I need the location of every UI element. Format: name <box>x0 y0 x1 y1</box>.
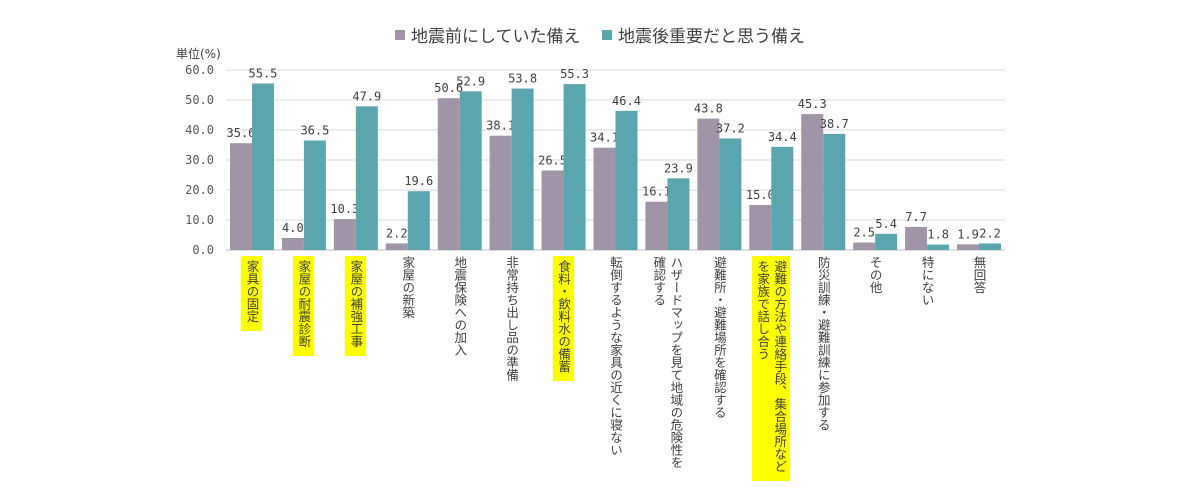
category-label: 家屋の耐震診断 <box>293 256 315 356</box>
data-label: 23.9 <box>664 161 693 175</box>
bar-after <box>927 244 950 250</box>
bar-before <box>385 243 408 250</box>
data-label: 55.3 <box>560 67 589 81</box>
bar-before <box>281 238 304 250</box>
data-label: 46.4 <box>612 94 641 108</box>
category-label: 家具の固定 <box>241 256 263 331</box>
category-label: 食料・飲料水の備蓄 <box>553 256 575 381</box>
category-label: 特にない <box>919 256 935 306</box>
data-label: 36.5 <box>300 124 329 138</box>
data-label: 52.9 <box>456 74 485 88</box>
data-label: 34.4 <box>768 130 797 144</box>
category-label: 無回答 <box>971 256 987 294</box>
bar-after <box>615 110 638 250</box>
data-label: 26.5 <box>538 154 567 168</box>
bar-before <box>801 114 824 250</box>
data-label: 50.6 <box>434 81 463 95</box>
y-tick-label: 60.0 <box>185 63 214 77</box>
bar-before <box>229 143 252 250</box>
data-label: 38.7 <box>820 117 849 131</box>
bar-after <box>563 84 586 250</box>
category-label: その他 <box>867 256 883 294</box>
data-label: 16.1 <box>642 185 671 199</box>
category-label: 防災訓練・避難訓練に参加する <box>815 256 831 431</box>
data-label: 1.8 <box>927 228 949 242</box>
legend-swatch-after <box>601 29 612 40</box>
legend-item-before: 地震前にしていた備え <box>395 22 581 47</box>
data-label: 10.3 <box>330 202 359 216</box>
bar-before <box>697 118 720 250</box>
bar-after <box>823 133 846 250</box>
bar-after <box>979 243 1002 250</box>
data-label: 38.1 <box>486 119 515 133</box>
category-label: 地震保険への加入 <box>452 256 468 356</box>
legend-item-after: 地震後重要だと思う備え <box>601 22 805 47</box>
category-label: 避難の方法や連絡手段、集合場所など を家族で話し合う <box>752 256 791 481</box>
data-label: 53.8 <box>508 72 537 86</box>
chart-legend: 地震前にしていた備え 地震後重要だと思う備え <box>0 22 1200 47</box>
bar-before <box>489 135 512 250</box>
bar-before <box>749 205 772 250</box>
bar-after <box>459 91 482 250</box>
data-label: 43.8 <box>694 102 723 116</box>
bar-before <box>333 219 356 250</box>
legend-label-before: 地震前にしていた備え <box>411 27 581 47</box>
category-label: 非常持ち出し品の準備 <box>504 256 520 381</box>
data-label: 19.6 <box>404 174 433 188</box>
data-label: 15.0 <box>746 188 775 202</box>
bar-before <box>541 170 564 250</box>
category-label: 避難所・避難場所を確認する <box>711 256 727 419</box>
legend-label-after: 地震後重要だと思う備え <box>617 27 805 47</box>
data-label: 7.7 <box>905 210 927 224</box>
category-label: 転倒するような家具の近くに寝ない <box>608 256 623 456</box>
bar-before <box>957 244 980 250</box>
data-label: 4.0 <box>282 221 304 235</box>
bar-before <box>645 201 668 250</box>
y-tick-label: 50.0 <box>185 93 214 107</box>
y-tick-label: 20.0 <box>185 183 214 197</box>
bar-after <box>771 146 794 250</box>
y-tick-label: 0.0 <box>192 243 214 257</box>
bar-before <box>853 242 876 250</box>
category-label: ハザードマップを見て地域の危険性を 確認する <box>651 256 684 469</box>
bar-after <box>719 138 742 250</box>
y-tick-label: 10.0 <box>185 213 214 227</box>
data-label: 2.5 <box>853 226 875 240</box>
y-tick-label: 40.0 <box>185 123 214 137</box>
y-tick-label: 30.0 <box>185 153 214 167</box>
data-label: 34.1 <box>590 131 619 145</box>
data-label: 55.5 <box>249 67 278 81</box>
bar-before <box>593 147 616 250</box>
bar-before <box>437 98 460 250</box>
legend-swatch-before <box>395 29 406 40</box>
data-label: 2.2 <box>979 226 1001 240</box>
y-axis-unit-label: 単位(%) <box>176 47 221 61</box>
bar-after <box>875 233 898 250</box>
data-label: 47.9 <box>352 89 381 103</box>
bar-after <box>251 83 274 250</box>
category-label: 家屋の新築 <box>400 256 416 319</box>
data-label: 5.4 <box>875 217 897 231</box>
bar-after <box>407 191 430 250</box>
category-label: 家屋の補強工事 <box>345 256 367 356</box>
bar-after <box>303 140 326 250</box>
bar-before <box>905 226 928 250</box>
data-label: 37.2 <box>716 121 745 135</box>
bar-after <box>355 106 378 250</box>
data-label: 35.6 <box>227 126 256 140</box>
bar-after <box>667 178 690 250</box>
data-label: 2.2 <box>386 226 408 240</box>
bar-after <box>511 88 534 250</box>
data-label: 1.9 <box>957 227 979 241</box>
data-label: 45.3 <box>798 97 827 111</box>
